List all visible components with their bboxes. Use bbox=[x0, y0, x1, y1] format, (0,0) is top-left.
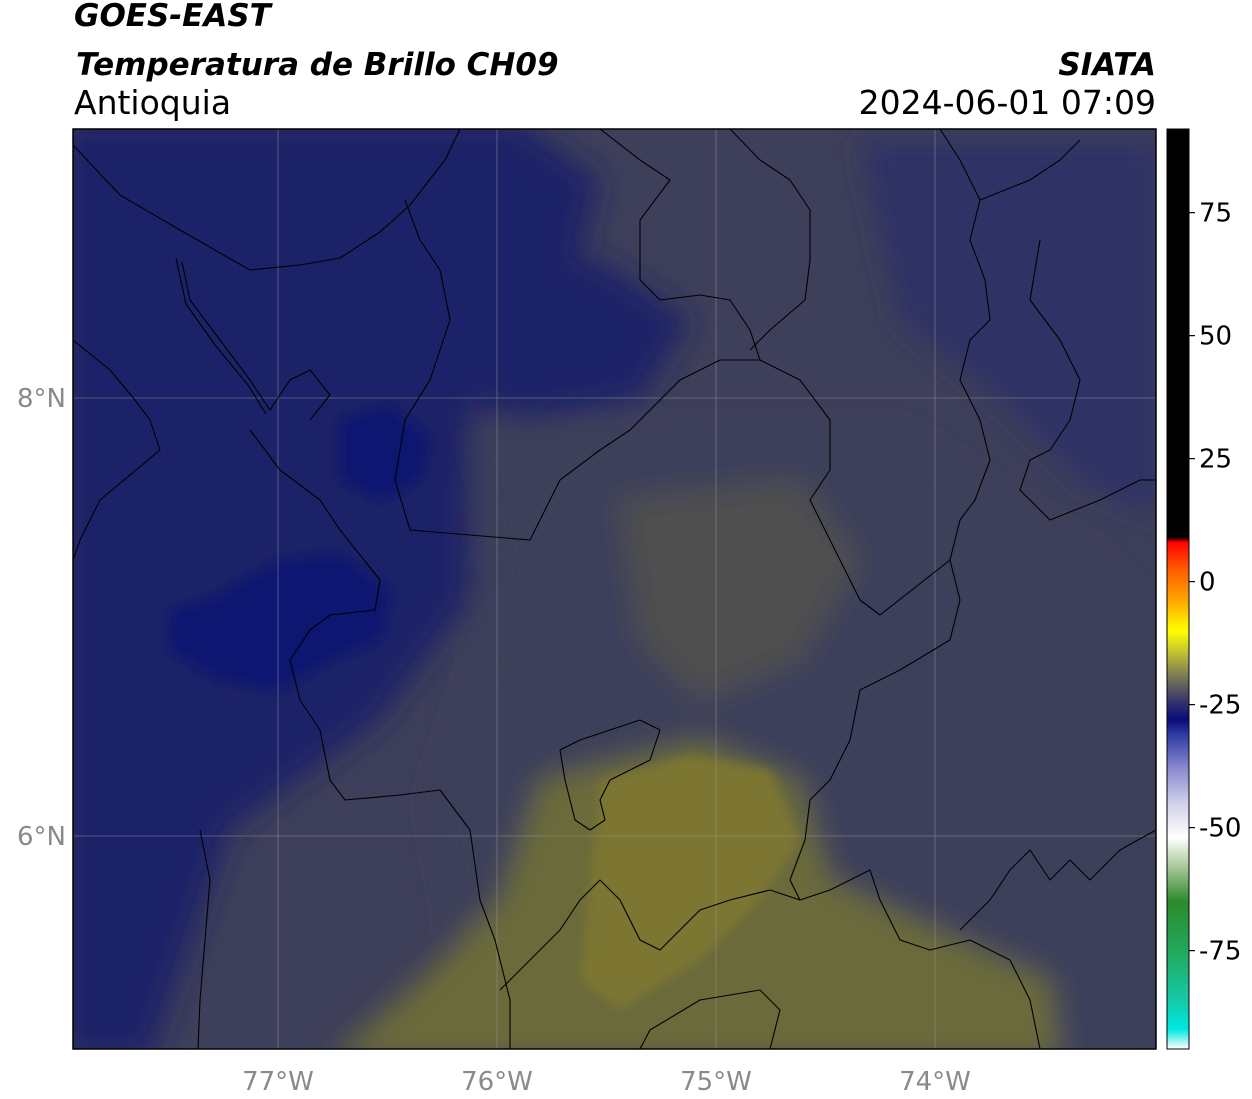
western-boundary bbox=[73, 339, 161, 561]
colorbar-tick-label: -75 bbox=[1199, 937, 1241, 967]
boundaries bbox=[73, 129, 1156, 1049]
temperature-field bbox=[73, 129, 1156, 1049]
field-blue-north bbox=[330, 250, 690, 420]
lon-tick-label: 76°W bbox=[461, 1067, 533, 1097]
antioquia-south-border bbox=[499, 879, 801, 991]
colorbar-tick-label: -50 bbox=[1199, 814, 1241, 844]
department-border-south bbox=[639, 989, 781, 1049]
colorbar-gradient bbox=[1167, 129, 1189, 1049]
lon-tick-label: 75°W bbox=[680, 1067, 752, 1097]
field-olive-core bbox=[580, 755, 800, 1010]
colorbar: 75 50 25 0 -25 -50 -75 bbox=[1166, 128, 1241, 1050]
department-border-southeast bbox=[959, 829, 1156, 931]
antioquia-west-border bbox=[249, 429, 511, 1049]
map-frame bbox=[72, 128, 1157, 1050]
colorbar-frame bbox=[1166, 128, 1190, 1050]
department-border-east bbox=[979, 139, 1081, 201]
antioquia-east-border bbox=[789, 559, 1041, 1049]
municipal-cluster bbox=[559, 719, 661, 831]
colorbar-ticks: 75 50 25 0 -25 -50 -75 bbox=[1189, 199, 1241, 967]
department-border-far-east bbox=[1019, 239, 1156, 521]
colorbar-tick-label: 50 bbox=[1199, 322, 1232, 352]
coastline-gulf-outer bbox=[175, 257, 267, 415]
field-blue-east bbox=[860, 140, 1156, 518]
lon-tick-label: 74°W bbox=[899, 1067, 971, 1097]
colorbar-tick-label: -25 bbox=[1199, 691, 1241, 721]
coastline-uraba bbox=[73, 129, 461, 271]
lat-tick-label: 8°N bbox=[17, 384, 66, 414]
field-olive-gray bbox=[620, 480, 860, 700]
lon-tick-label: 77°W bbox=[242, 1067, 314, 1097]
colorbar-tick-label: 25 bbox=[1199, 445, 1232, 475]
field-cold-core bbox=[170, 555, 390, 690]
agency-label: SIATA bbox=[1058, 47, 1156, 83]
department-border-north bbox=[599, 129, 761, 361]
coastline-gulf-inner bbox=[181, 261, 331, 421]
datetime-label: 2024-06-01 07:09 bbox=[858, 83, 1156, 122]
antioquia-north-border bbox=[394, 129, 991, 616]
lat-tick-label: 6°N bbox=[17, 822, 66, 852]
gridlines bbox=[73, 129, 1156, 1049]
product-title: Temperatura de Brillo CH09 bbox=[76, 47, 559, 83]
department-border-west-south bbox=[197, 829, 211, 1049]
field-cold-patch bbox=[340, 405, 430, 500]
region-label: Antioquia bbox=[74, 83, 232, 122]
satellite-title: GOES-EAST bbox=[74, 0, 271, 34]
colorbar-tick-label: 75 bbox=[1199, 199, 1232, 229]
colorbar-tick-label: 0 bbox=[1199, 568, 1216, 598]
department-border-northeast bbox=[729, 129, 811, 351]
axis-labels: 77°W 76°W 75°W 74°W 8°N 6°N bbox=[17, 384, 971, 1097]
